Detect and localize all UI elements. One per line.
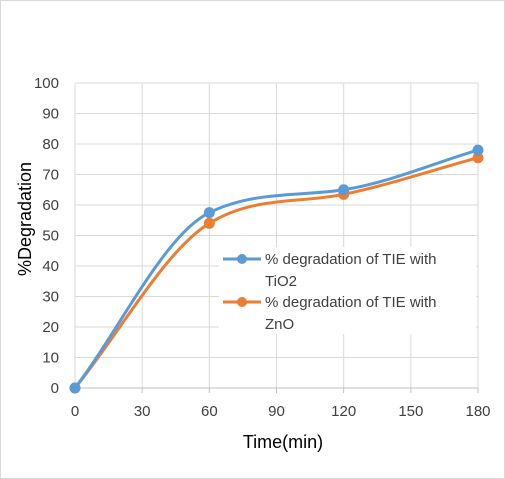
x-tick-label: 180 [465,403,490,420]
series-line [73,156,480,390]
series-1 [69,144,484,394]
y-tick-label: 70 [42,167,59,184]
y-tick-label: 20 [42,319,59,336]
legend-marker [237,254,247,264]
legend-label: % degradation of TIE with [265,294,437,311]
legend-item-bg [219,247,476,291]
x-axis-title: Time(min) [243,432,323,452]
y-tick-label: 100 [34,75,59,92]
y-tick-label: 0 [51,380,59,397]
y-tick-label: 30 [42,289,59,306]
legend-marker [237,297,247,307]
y-tick-label: 50 [42,228,59,245]
legend-item-1: % degradation of TIE with TiO2 [219,247,476,291]
y-tick-label: 40 [42,258,59,275]
data-point [472,144,484,156]
series-group [69,144,484,394]
x-tick-label: 120 [331,403,356,420]
x-tick-label: 90 [268,403,285,420]
y-tick-label: 80 [42,136,59,153]
x-axis-ticks: 0 30 60 90 120 150 180 [71,388,491,420]
series-line [73,148,480,390]
y-tick-label: 60 [42,197,59,214]
data-point [203,217,215,229]
x-tick-label: 30 [134,403,151,420]
legend-label: % degradation of TIE with [265,251,437,268]
legend-item-2: % degradation of TIE with ZnO [219,290,476,334]
x-tick-label: 0 [71,403,79,420]
grid-lines [75,82,479,388]
data-point [203,207,215,219]
legend-label: ZnO [265,316,294,333]
legend-label: TiO2 [265,273,297,290]
legend-item-bg [219,290,476,334]
y-axis-title: %Degradation [15,162,35,276]
y-axis-ticks: 0 10 20 30 40 50 60 70 80 90 100 [34,75,59,397]
x-tick-label: 60 [201,403,218,420]
data-point [338,184,350,196]
y-tick-label: 90 [42,106,59,123]
x-tick-label: 150 [398,403,423,420]
y-tick-label: 10 [42,350,59,367]
data-point [69,382,81,394]
